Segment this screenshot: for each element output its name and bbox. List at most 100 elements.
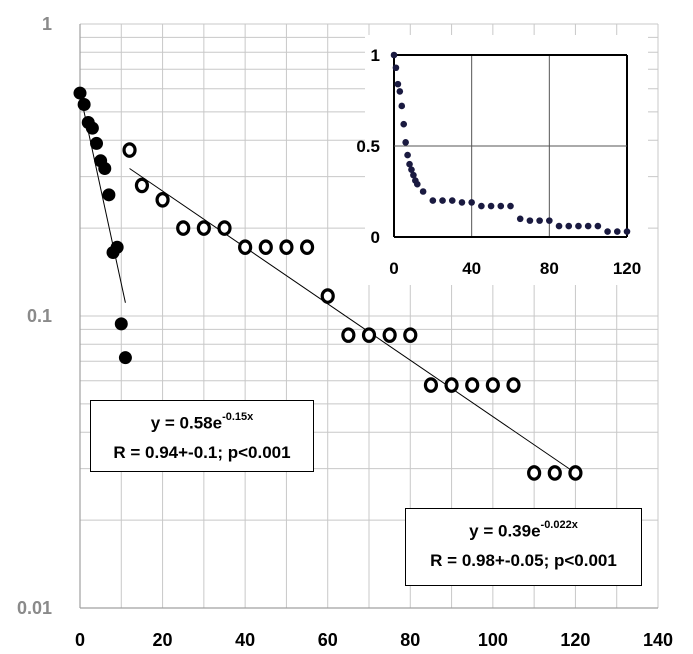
fit-statistics-1: R = 0.94+-0.1; p<0.001 [113,442,291,462]
inset-data-point [398,102,406,110]
data-point-series-2 [341,327,356,343]
inset-data-point [497,202,505,210]
inset-data-point [448,197,456,204]
inset-plot-background [365,35,648,285]
inset-data-point [414,180,421,188]
inset-data-point [555,222,563,230]
y-tick-label: 0.01 [17,598,52,618]
fit-equation-1: y = 0.58e-0.15x [150,411,254,433]
data-point-series-2 [299,239,315,256]
data-point-series-1 [90,136,104,150]
fit-statistics-2: R = 0.98+-0.05; p<0.001 [430,550,617,570]
main-plot-frame [79,24,658,609]
inset-data-point [565,222,573,230]
inset-x-tick-label: 0 [389,259,398,278]
data-point-series-1 [77,98,91,112]
x-tick-label: 20 [153,630,173,650]
fit-line-2 [129,168,576,474]
data-point-series-1 [118,351,132,365]
inset-x-tick-label: 120 [613,259,641,278]
inset-x-tick-label: 40 [462,259,481,278]
data-point-series-2 [568,465,583,481]
data-point-series-2 [155,192,170,208]
y-tick-label: 0.1 [27,306,52,326]
data-point-series-1 [98,161,112,175]
data-point-series-2 [238,239,253,256]
data-point-series-2 [506,377,521,393]
inset-data-point [396,88,404,95]
inset-data-point [458,199,466,206]
data-point-series-2 [320,288,335,304]
data-point-series-2 [176,220,191,236]
main-plot-points [73,86,583,481]
inset-plot-tick-labels: 0 40 80 120 0 0.5 1 [356,46,641,278]
inset-data-point [507,202,514,210]
x-tick-label: 0 [75,630,85,650]
inset-plot-gridlines [393,54,628,238]
x-tick-label: 120 [560,630,590,650]
inset-data-point [526,217,534,224]
inset-data-point [402,139,409,146]
inset-data-point [468,199,475,206]
data-point-series-2 [279,239,294,256]
inset-plot: 0 40 80 120 0 0.5 1 [356,35,648,285]
data-point-series-2 [547,465,562,481]
x-tick-label: 100 [478,630,508,650]
data-point-series-1 [73,86,87,100]
inset-data-point [478,202,485,210]
inset-data-point [623,228,631,235]
inset-data-point [404,151,411,159]
data-point-series-2 [258,239,273,256]
y-tick-label: 1 [42,14,52,34]
inset-data-point [487,202,495,210]
x-tick-label: 40 [235,630,255,650]
x-tick-label: 80 [400,630,420,650]
data-point-series-2 [217,220,232,236]
x-tick-label: 140 [643,630,673,650]
inset-plot-points [390,51,631,235]
data-point-series-1 [110,240,124,254]
inset-data-point [429,197,437,204]
data-point-series-1 [114,317,128,331]
inset-data-point [575,222,582,230]
data-point-series-2 [196,220,211,236]
inset-data-point [604,228,611,235]
inset-data-point [536,217,543,224]
fit-equation-box-1: y = 0.58e-0.15x R = 0.94+-0.1; p<0.001 [90,400,314,472]
inset-data-point [390,51,398,59]
data-point-series-1 [102,188,116,202]
inset-data-point [516,215,524,223]
inset-data-point [408,166,415,173]
inset-data-point [584,222,592,230]
inset-data-point [392,64,400,72]
data-point-series-2 [444,377,459,393]
inset-y-tick-label: 0 [371,228,380,247]
inset-x-tick-label: 80 [540,259,559,278]
inset-data-point [410,171,417,179]
data-point-series-2 [134,177,150,194]
data-point-series-2 [485,377,500,393]
inset-data-point [546,217,553,224]
data-point-series-2 [527,465,542,481]
fit-equation-2: y = 0.39e-0.022x [469,519,578,541]
inset-data-point [613,228,621,235]
inset-data-point [439,197,446,204]
inset-data-point [406,160,413,168]
inset-data-point [594,222,602,230]
fit-equation-box-2: y = 0.39e-0.022x R = 0.98+-0.05; p<0.001 [405,508,642,586]
data-point-series-2 [403,327,418,343]
data-point-series-2 [122,142,137,158]
data-point-series-2 [361,327,377,343]
inset-y-tick-label: 0.5 [356,137,380,156]
data-point-series-2 [465,377,480,393]
data-point-series-1 [85,121,99,135]
data-point-series-2 [382,327,397,343]
data-point-series-2 [423,377,439,393]
inset-data-point [419,188,427,195]
inset-data-point [400,120,408,128]
x-tick-label: 60 [318,630,338,650]
inset-y-tick-label: 1 [371,46,380,65]
inset-data-point [394,80,402,88]
